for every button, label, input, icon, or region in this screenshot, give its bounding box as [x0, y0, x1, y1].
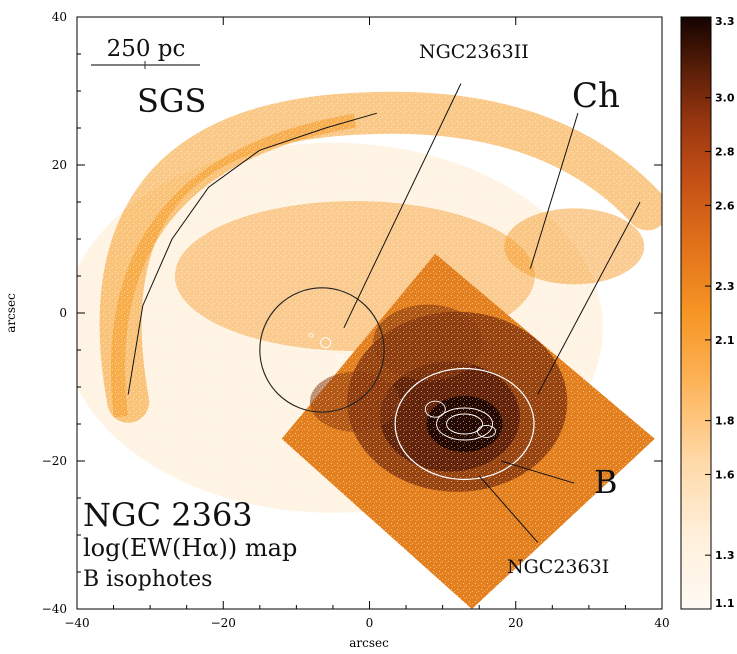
- y-axis-label: arcsec: [4, 293, 18, 333]
- colorbar-tick-label: 3.0: [715, 92, 735, 105]
- pointer-line: [127, 112, 377, 395]
- colorbar-tick-label: 1.6: [715, 468, 735, 481]
- region-ellipse: [394, 367, 535, 481]
- y-tick-label: −20: [42, 454, 67, 468]
- colorbar-tick-label: 2.3: [715, 280, 735, 293]
- isophote-contour: [308, 332, 314, 338]
- isophote-contour: [436, 407, 494, 441]
- y-tick-label: −40: [42, 602, 67, 616]
- info-contours: B isophotes: [83, 567, 212, 592]
- region-circle: [259, 287, 385, 413]
- annotation-pointers: [127, 83, 641, 543]
- scale-bar: 250 pc: [91, 36, 200, 69]
- colorbar-tick-label: 1.8: [715, 415, 735, 428]
- isophote-contour: [477, 424, 496, 438]
- colorbar: 3.3 3.0 2.8 2.6 2.3 2.1 1.8 1.6 1.3 1.1: [680, 15, 735, 610]
- y-tick-label: 0: [59, 306, 67, 320]
- label-sgs: SGS: [137, 82, 206, 120]
- y-ticks: −40 −20 0 20 40: [42, 10, 662, 616]
- x-axis-label: arcsec: [349, 636, 389, 650]
- info-object-name: NGC 2363: [83, 496, 253, 534]
- x-tick-label: −40: [64, 616, 89, 630]
- plot-axes: −40 −20 0 20 40 −40 −20 0 20 40: [42, 10, 670, 630]
- y-tick-label: 40: [52, 10, 67, 24]
- ew-halpha-map: [77, 17, 662, 609]
- x-tick-label: 40: [654, 616, 669, 630]
- pointer-line: [478, 475, 539, 543]
- info-text: NGC 2363 log(EW(Hα)) map B isophotes: [83, 496, 297, 592]
- colorbar-tick-label: 1.3: [715, 549, 735, 562]
- pointer-line: [529, 113, 579, 269]
- label-ngc2363ii: NGC2363II: [419, 41, 529, 63]
- colorbar-tick-label: 2.6: [715, 199, 735, 212]
- pointer-line: [343, 83, 462, 329]
- scale-bar-label: 250 pc: [107, 36, 186, 62]
- colorbar-ticks: 3.3 3.0 2.8 2.6 2.3 2.1 1.8 1.6 1.3 1.1: [705, 15, 735, 610]
- isophote-contour: [320, 337, 332, 349]
- x-tick-label: 0: [366, 616, 374, 630]
- label-b: B: [594, 463, 618, 501]
- region-markers: [259, 287, 535, 481]
- label-ch: Ch: [572, 76, 620, 116]
- colorbar-gradient: [680, 16, 712, 610]
- isophote-contour: [424, 400, 446, 418]
- x-tick-label: −20: [211, 616, 236, 630]
- pointer-line: [537, 201, 641, 395]
- x-tick-label: 20: [508, 616, 523, 630]
- isophote-contour: [446, 413, 484, 435]
- colorbar-tick-label: 1.1: [715, 597, 735, 610]
- label-ngc2363i: NGC2363I: [507, 556, 609, 578]
- colorbar-tick-label: 2.1: [715, 334, 735, 347]
- x-ticks: −40 −20 0 20 40: [64, 17, 670, 630]
- colorbar-tick-label: 3.3: [715, 15, 735, 28]
- colorbar-tick-label: 2.8: [715, 146, 735, 159]
- info-map-quantity: log(EW(Hα)) map: [83, 534, 297, 562]
- isophote-contour: [336, 353, 344, 361]
- y-tick-label: 20: [52, 158, 67, 172]
- pointer-line: [500, 460, 575, 484]
